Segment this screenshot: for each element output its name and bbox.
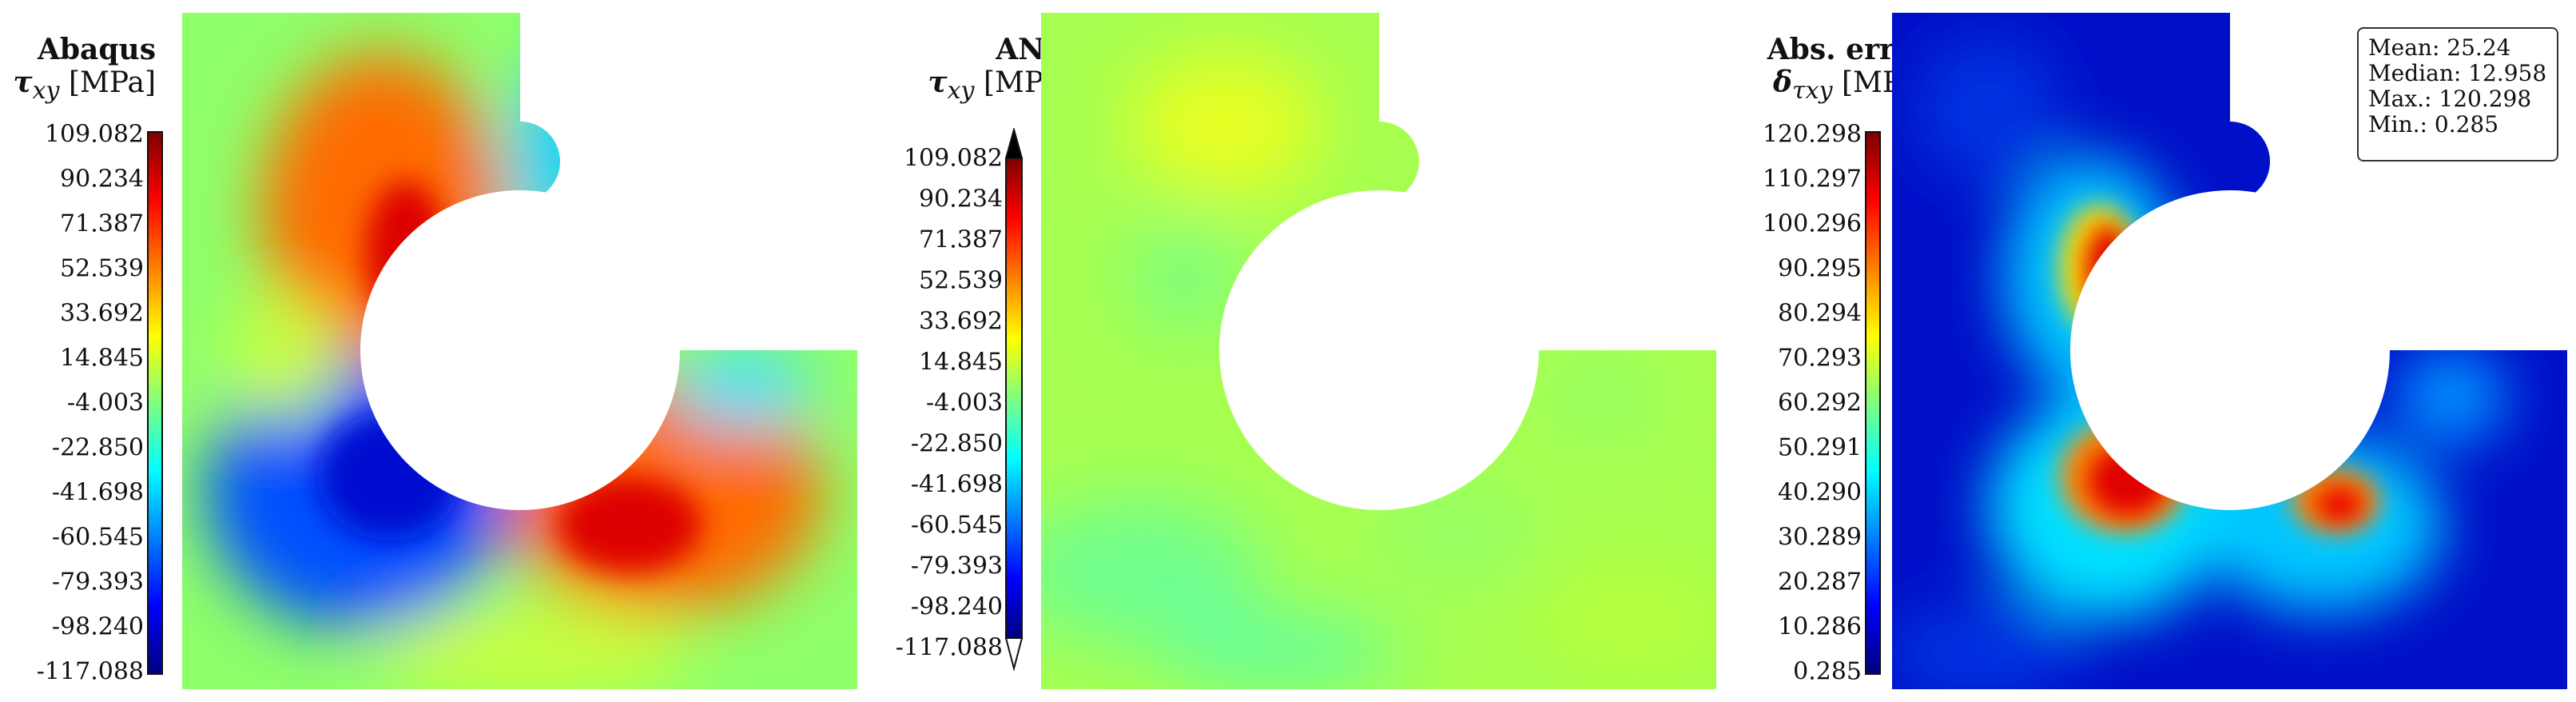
- tick-label: -60.545: [51, 523, 144, 552]
- tick-label: 14.845: [60, 344, 144, 373]
- tick-label: 110.297: [1762, 165, 1862, 193]
- colorbar-bottom-arrow: [1004, 637, 1024, 672]
- tick-label: -41.698: [51, 478, 144, 507]
- tick-label: -117.088: [36, 657, 144, 686]
- panel-abaqus: Abaqus τxy [MPa] 109.082 90.234 71.387 5…: [0, 0, 859, 702]
- panel-title-subscript: τxy: [1792, 77, 1833, 106]
- tick-label: -60.545: [910, 511, 1003, 540]
- tick-label: 50.291: [1778, 433, 1862, 462]
- tick-label: 71.387: [60, 209, 144, 238]
- panel-title-variable: τ: [13, 66, 33, 99]
- panel-title-name: Abaqus: [37, 33, 156, 66]
- tick-label: 14.845: [919, 348, 1003, 377]
- colorbar-ticks: 109.082 90.234 71.387 52.539 33.692 14.8…: [867, 0, 1003, 702]
- tick-label: 52.539: [919, 266, 1003, 295]
- tick-label: 100.296: [1762, 209, 1862, 238]
- tick-label: 90.234: [919, 185, 1003, 213]
- tick-label: 20.287: [1778, 568, 1862, 596]
- tick-label: 90.295: [1778, 254, 1862, 283]
- panel-title-subscript: xy: [947, 77, 975, 106]
- colorbar-extended: [1004, 128, 1024, 672]
- tick-label: 60.292: [1778, 389, 1862, 417]
- panel-title: Abaqus τxy [MPa]: [13, 34, 156, 107]
- tick-label: 71.387: [919, 225, 1003, 254]
- tick-label: 10.286: [1778, 612, 1862, 641]
- tick-label: -22.850: [51, 433, 144, 462]
- tick-label: 52.539: [60, 254, 144, 283]
- colorbar: [147, 131, 163, 675]
- tick-label: -79.393: [910, 552, 1003, 580]
- tick-label: 109.082: [44, 120, 144, 149]
- tick-label: 120.298: [1762, 120, 1862, 149]
- panel-title-subscript: xy: [32, 77, 60, 106]
- tick-label: 33.692: [919, 307, 1003, 336]
- stat-mean: Mean: 25.24: [2368, 34, 2511, 61]
- stress-field-plot: [1041, 13, 1716, 689]
- tick-label: -79.393: [51, 568, 144, 596]
- tick-label: -98.240: [51, 612, 144, 641]
- tick-label: -98.240: [910, 592, 1003, 621]
- panel-title-variable: δ: [1773, 66, 1793, 99]
- tick-label: -4.003: [925, 389, 1003, 417]
- tick-label: -117.088: [895, 633, 1003, 662]
- tick-label: 90.234: [60, 165, 144, 193]
- tick-label: 70.293: [1778, 344, 1862, 373]
- colorbar-top-arrow: [1004, 128, 1024, 159]
- stress-field-plot: [182, 13, 857, 689]
- tick-label: 0.285: [1793, 657, 1862, 686]
- tick-label: -41.698: [910, 470, 1003, 499]
- panel-title-variable: τ: [928, 66, 948, 99]
- stat-min: Min.: 0.285: [2368, 111, 2499, 138]
- tick-label: -22.850: [910, 429, 1003, 458]
- tick-label: -4.003: [66, 389, 144, 417]
- panel-ann: ANN τxy [MPa] 109.082 90.234 71.387 52.5…: [859, 0, 1718, 702]
- tick-label: 30.289: [1778, 523, 1862, 552]
- colorbar-ticks: 120.298 110.297 100.296 90.295 80.294 70…: [1726, 0, 1862, 702]
- panel-title-unit: [MPa]: [68, 66, 156, 99]
- stat-max: Max.: 120.298: [2368, 86, 2532, 112]
- colorbar-ticks: 109.082 90.234 71.387 52.539 33.692 14.8…: [8, 0, 144, 702]
- colorbar: [1865, 131, 1881, 675]
- error-stats-box: Mean: 25.24 Median: 12.958 Max.: 120.298…: [2357, 27, 2558, 162]
- tick-label: 33.692: [60, 299, 144, 328]
- tick-label: 80.294: [1778, 299, 1862, 328]
- stat-median: Median: 12.958: [2368, 60, 2547, 86]
- panel-error: Abs. error δτxy [MPa] 120.298 110.297 10…: [1718, 0, 2576, 702]
- tick-label: 109.082: [903, 144, 1003, 173]
- tick-label: 40.290: [1778, 478, 1862, 507]
